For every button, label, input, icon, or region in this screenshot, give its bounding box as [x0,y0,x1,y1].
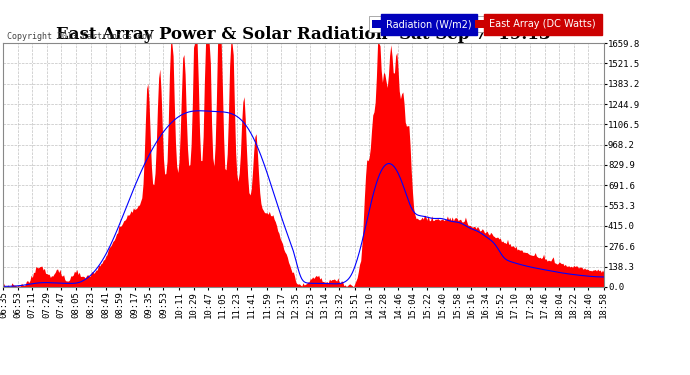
Legend: Radiation (W/m2), East Array (DC Watts): Radiation (W/m2), East Array (DC Watts) [368,16,599,32]
Title: East Array Power & Solar Radiation  Sat Sep 7  19:13: East Array Power & Solar Radiation Sat S… [57,26,551,43]
Text: Copyright 2013 Cartronics.com: Copyright 2013 Cartronics.com [7,32,152,41]
